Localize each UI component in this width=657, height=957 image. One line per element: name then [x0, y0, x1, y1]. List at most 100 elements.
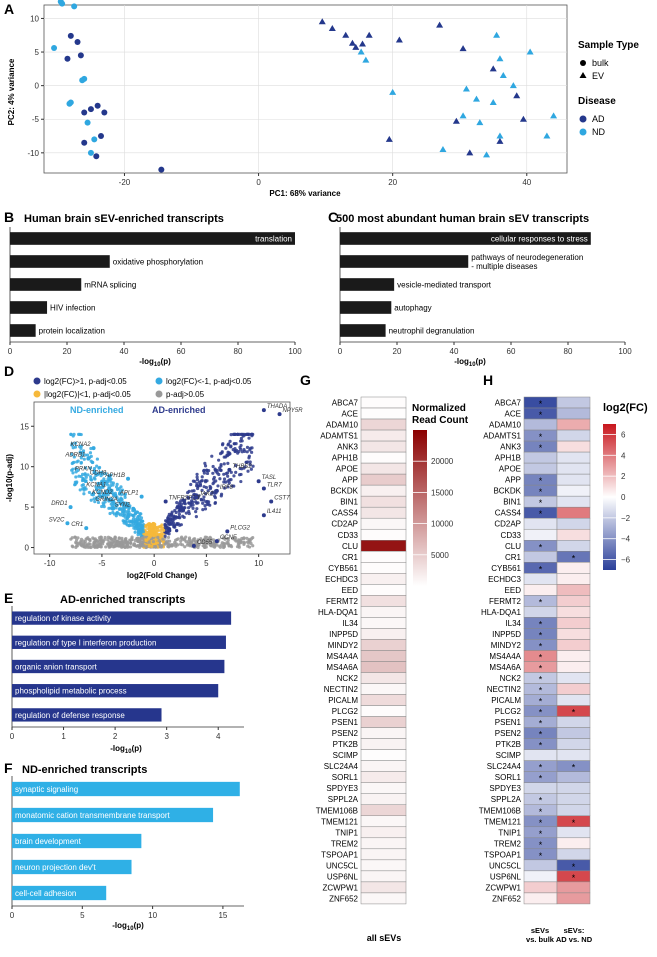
volcano-point	[186, 495, 190, 500]
volcano-point	[150, 544, 154, 549]
g-colorbar-title-2: Read Count	[412, 415, 469, 426]
bulk-legend-symbol	[580, 60, 586, 66]
heatmap-cell	[556, 826, 591, 839]
gene-label: APOE	[336, 465, 358, 474]
volcano-point	[74, 466, 78, 471]
heatmap-cell	[360, 429, 407, 442]
volcano-point	[99, 539, 103, 543]
volcano-point	[136, 532, 140, 537]
volcano-point	[250, 432, 254, 436]
significance-star: *	[539, 697, 543, 707]
volcano-point	[147, 531, 151, 535]
volcano-point	[70, 452, 74, 456]
gene-label: ADAMTS1	[483, 432, 521, 441]
panel-label-g: G	[300, 372, 311, 388]
volcano-point-cloud	[69, 432, 255, 550]
colorbar-tick-label: 0	[621, 493, 626, 502]
gene-label: TSPOAP1	[484, 850, 521, 859]
volcano-point	[200, 488, 204, 492]
labeled-gene-point	[163, 499, 168, 504]
volcano-point	[184, 511, 188, 515]
bar-label: oxidative phosphorylation	[113, 258, 203, 267]
significance-star: *	[572, 553, 576, 563]
volcano-point	[238, 445, 242, 449]
volcano-point	[167, 522, 171, 526]
volcano-point	[92, 497, 96, 501]
volcano-point	[95, 464, 99, 468]
gene-label: IL34	[342, 619, 358, 628]
h-col1-label-line1: sEVs	[531, 926, 549, 935]
heatmap-cell	[556, 451, 591, 464]
gene-label: PICALM	[491, 696, 521, 705]
bar-label: pathways of neurodegeneration	[471, 253, 583, 262]
gene-label: ANK3	[337, 443, 358, 452]
volcano-point	[71, 467, 75, 471]
gene-label: PICALM	[328, 696, 358, 705]
bar	[12, 807, 214, 823]
bar-label: translation	[255, 235, 292, 244]
volcano-point	[83, 472, 87, 476]
volcano-point	[147, 544, 151, 548]
gene-label: MS4A4A	[489, 652, 521, 661]
volcano-point	[200, 475, 204, 479]
significance-star: *	[539, 807, 543, 817]
gene-label: ABCA7	[332, 399, 359, 408]
volcano-point	[228, 439, 232, 443]
volcano-point	[119, 507, 123, 511]
volcano-point	[78, 432, 82, 436]
volcano-point	[233, 432, 237, 436]
gene-label: INPP5D	[492, 630, 521, 639]
gene-label: MS4A6A	[326, 663, 358, 672]
labeled-gene-point	[269, 499, 274, 504]
bulk-point	[79, 77, 86, 84]
volcano-point	[122, 513, 126, 517]
ad-legend-swatch	[579, 115, 587, 123]
volcano-point	[248, 460, 252, 464]
gene-label: SPPL2A	[491, 795, 522, 804]
heatmap-cell	[556, 683, 591, 695]
heatmap-cell	[523, 517, 558, 530]
gene-label: EED	[342, 586, 359, 595]
gene-label: SLC24A4	[487, 762, 522, 771]
labeled-gene-point	[261, 408, 266, 413]
volcano-point	[206, 489, 210, 493]
bar	[12, 611, 232, 625]
bulk-point	[66, 100, 73, 107]
volcano-point	[211, 471, 215, 475]
gene-label: PLCG2	[332, 707, 359, 716]
volcano-point	[109, 477, 113, 481]
labeled-gene-point	[92, 470, 97, 475]
bar-label: cellular responses to stress	[491, 235, 588, 244]
volcano-point	[81, 450, 85, 455]
heatmap-cell	[556, 771, 591, 783]
gene-label: TREM2	[494, 839, 522, 848]
volcano-point	[78, 488, 82, 492]
bulk-point	[87, 106, 94, 113]
volcano-point	[110, 488, 114, 492]
pca-scatter: -20 0 20 40 -10 -5 0 5 10	[27, 0, 567, 187]
gene-label: ZCWPW1	[485, 883, 521, 892]
ev-point	[358, 40, 366, 47]
bar	[340, 232, 591, 245]
heatmap-cell	[556, 562, 591, 574]
bulk-point	[71, 3, 78, 10]
volcano-point	[97, 494, 101, 498]
heatmap-cell	[360, 418, 407, 431]
volcano-point	[97, 466, 101, 470]
significance-star: *	[539, 796, 543, 806]
heatmap-cell	[360, 473, 407, 486]
volcano-point	[226, 485, 230, 489]
x-tick-label: 5	[80, 911, 85, 920]
heatmap-cell	[360, 760, 407, 772]
ev-point	[466, 149, 474, 156]
volcano-point	[133, 517, 138, 522]
volcano-point	[80, 544, 85, 548]
x-tick-label: 0	[338, 347, 343, 356]
legend-small-fc: |log2(FC)|<1, p-adj<0.05	[44, 390, 131, 399]
volcano-point	[195, 478, 200, 482]
e-title: AD-enriched transcripts	[60, 594, 185, 606]
volcano-point	[115, 503, 119, 507]
panel-label-c: C	[328, 209, 338, 225]
ev-point	[362, 56, 370, 63]
x-tick-label: 20	[388, 178, 397, 187]
